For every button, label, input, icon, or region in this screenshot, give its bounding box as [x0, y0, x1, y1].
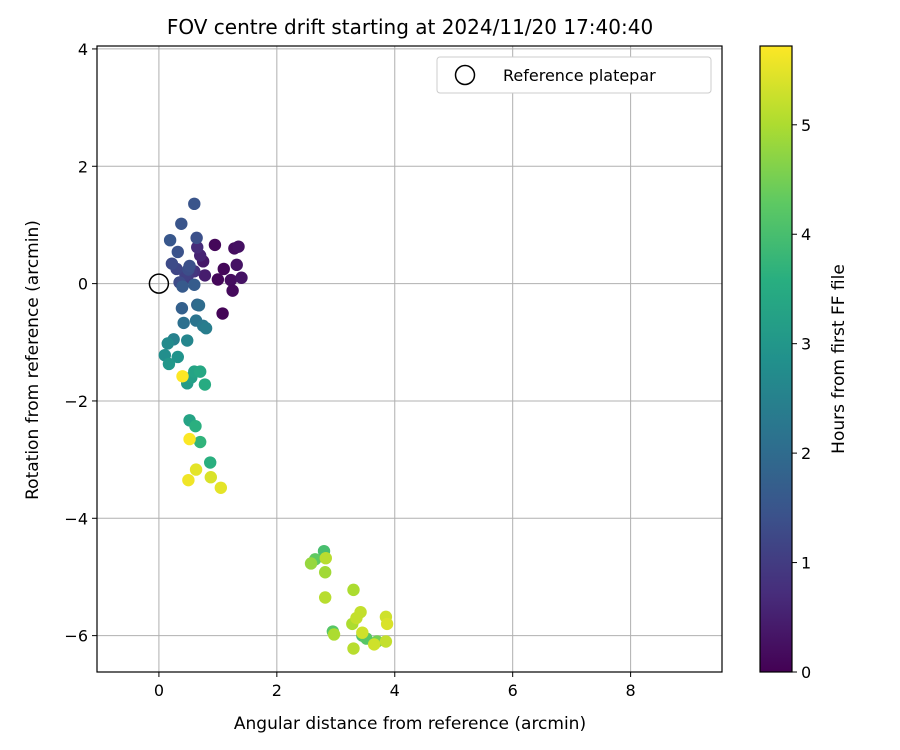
scatter-point [354, 605, 367, 619]
scatter-point [192, 299, 206, 312]
x-tick-label: 2 [272, 681, 282, 700]
colorbar-gradient [759, 45, 793, 673]
scatter-point [193, 435, 207, 449]
scatter-point [380, 617, 394, 631]
x-tick-label: 8 [626, 681, 636, 700]
scatter-point [214, 481, 228, 494]
y-tick-label: −4 [64, 509, 88, 528]
scatter-point [162, 357, 176, 371]
scatter-point [319, 551, 332, 565]
scatter-point [177, 316, 190, 330]
y-tick-label: 4 [78, 40, 88, 59]
y-tick-label: −6 [64, 627, 88, 646]
scatter-point [193, 365, 207, 378]
x-axis-ticks: 0 2 4 6 8 [154, 672, 636, 700]
scatter-point [318, 591, 332, 604]
scatter-point [171, 350, 184, 364]
scatter-points [158, 197, 394, 655]
scatter-point [161, 337, 174, 350]
scatter-point [188, 197, 201, 211]
x-axis-label: Angular distance from reference (arcmin) [234, 714, 586, 734]
colorbar-ticks: 0 1 2 3 4 5 [792, 116, 811, 682]
scatter-point [199, 321, 213, 335]
scatter-point [204, 456, 217, 469]
colorbar-tick-label: 2 [801, 444, 811, 463]
scatter-point [235, 271, 248, 284]
scatter-point [183, 432, 196, 446]
colorbar-tick-label: 4 [801, 225, 811, 244]
x-tick-label: 0 [154, 681, 164, 700]
scatter-point [367, 638, 381, 651]
colorbar-tick-label: 5 [801, 116, 811, 135]
colorbar-label: Hours from first FF file [829, 264, 849, 454]
scatter-point [356, 626, 369, 639]
scatter-point [224, 273, 238, 287]
scatter-point [230, 258, 243, 272]
scatter-point [232, 240, 245, 253]
scatter-point [188, 278, 201, 291]
scatter-point [208, 238, 222, 252]
scatter-point [198, 378, 212, 391]
scatter-point [181, 334, 194, 347]
scatter-point [175, 217, 188, 230]
y-tick-label: 0 [78, 275, 88, 294]
scatter-point [304, 557, 318, 570]
legend-marker-reference [454, 64, 476, 86]
y-tick-label: −2 [64, 392, 88, 411]
scatter-point [211, 273, 225, 286]
legend-label-reference: Reference platepar [503, 66, 656, 85]
scatter-point [191, 241, 204, 254]
scatter-point [176, 280, 189, 293]
plot-frame [96, 45, 723, 673]
legend-box [436, 56, 712, 94]
scatter-point [163, 233, 177, 247]
chart-title: FOV centre drift starting at 2024/11/20 … [167, 15, 653, 39]
scatter-point [189, 419, 202, 433]
scatter-point [216, 307, 229, 320]
scatter-point [183, 259, 196, 273]
scatter-point [190, 231, 203, 245]
colorbar-tick-label: 3 [801, 335, 811, 354]
scatter-point [379, 635, 393, 648]
scatter-point [198, 269, 212, 282]
scatter-point [347, 583, 360, 597]
scatter-point [189, 463, 203, 476]
scatter-point [327, 628, 341, 641]
scatter-point [226, 284, 239, 297]
colorbar: 0 1 2 3 4 5 Hours from first FF file [759, 45, 849, 682]
scatter-point [217, 262, 230, 276]
x-tick-label: 6 [508, 681, 518, 700]
x-tick-label: 4 [390, 681, 400, 700]
colorbar-tick-label: 1 [801, 554, 811, 573]
y-tick-label: 2 [78, 157, 88, 176]
scatter-point [176, 370, 189, 383]
scatter-point [165, 257, 179, 270]
scatter-point [318, 566, 332, 579]
scatter-point [204, 471, 217, 484]
scatter-point [182, 473, 195, 487]
reference-point-marker [148, 273, 170, 294]
colorbar-tick-label: 0 [801, 663, 811, 682]
legend: Reference platepar [436, 56, 712, 94]
y-axis-ticks: −6 −4 −2 0 2 4 [64, 40, 97, 646]
grid [97, 46, 722, 672]
y-axis-label: Rotation from reference (arcmin) [23, 220, 43, 500]
scatter-point [347, 642, 360, 655]
scatter-point [175, 302, 189, 315]
scatter-point [171, 245, 184, 259]
